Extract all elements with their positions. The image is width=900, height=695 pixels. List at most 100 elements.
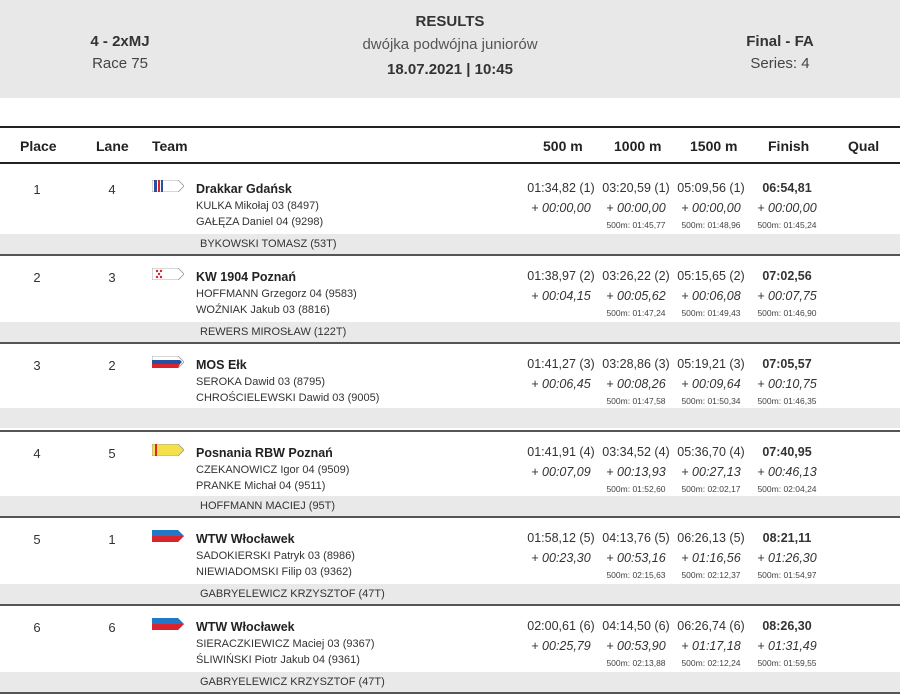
- club-name: MOS Ełk: [196, 358, 247, 372]
- club-name: Drakkar Gdańsk: [196, 182, 292, 196]
- split-pace: 500m: 01:52,60: [606, 484, 666, 494]
- split-time: 01:34,82 (1): [527, 181, 595, 195]
- lane-cell: 3: [108, 270, 116, 285]
- coach-bar: [0, 408, 900, 428]
- split-pace: 500m: 01:46,90: [757, 308, 817, 318]
- place-cell: 5: [33, 532, 41, 547]
- table-row: 5 1 WTW Włocławek SADOKIERSKI Patryk 03 …: [0, 516, 900, 604]
- row-divider: [0, 254, 900, 256]
- col-500m: 500 m: [543, 138, 583, 154]
- split-time: 08:21,11: [762, 531, 812, 545]
- split-1000m: 04:14,50 (6) + 00:53,90 500m: 02:13,88: [599, 616, 673, 670]
- finish-time: 07:05,57 + 00:10,75 500m: 01:46,35: [750, 354, 824, 408]
- split-pace: 500m: 02:12,24: [681, 658, 741, 668]
- finish-time: 08:21,11 + 01:26,30 500m: 01:54,97: [750, 528, 824, 582]
- athlete-name: SIERACZKIEWICZ Maciej 03 (9367): [196, 638, 375, 650]
- split-500m: 02:00,61 (6) + 00:25,79: [524, 616, 598, 656]
- split-delta: + 00:53,90: [606, 639, 666, 653]
- split-time: 06:26,13 (5): [677, 531, 745, 545]
- split-delta: + 00:07,09: [531, 465, 591, 479]
- lane-cell: 5: [108, 446, 116, 461]
- coach-name: BYKOWSKI TOMASZ (53T): [200, 238, 337, 250]
- coach-name: HOFFMANN MACIEJ (95T): [200, 500, 336, 512]
- split-delta: + 01:31,49: [757, 639, 817, 653]
- split-500m: 01:34,82 (1) + 00:00,00: [524, 178, 598, 218]
- club-name: Posnania RBW Poznań: [196, 446, 333, 460]
- split-time: 07:05,57: [762, 357, 812, 371]
- event-name: dwójka podwójna juniorów: [362, 36, 538, 53]
- split-pace: 500m: 01:48,96: [681, 220, 741, 230]
- race-number: Race 75: [92, 55, 148, 72]
- phase-info: Final - FA Series: 4: [690, 32, 870, 76]
- finish-time: 08:26,30 + 01:31,49 500m: 01:59,55: [750, 616, 824, 670]
- split-delta: + 00:27,13: [681, 465, 741, 479]
- split-time: 03:20,59 (1): [602, 181, 670, 195]
- col-qual: Qual: [848, 138, 880, 154]
- split-pace: 500m: 01:47,24: [606, 308, 666, 318]
- split-time: 08:26,30: [762, 619, 812, 633]
- flag-posnania-icon: [152, 444, 184, 456]
- split-delta: + 00:07,75: [757, 289, 817, 303]
- split-delta: + 00:46,13: [757, 465, 817, 479]
- table-row: 4 5 Posnania RBW Poznań CZEKANOWICZ Igor…: [0, 430, 900, 516]
- athlete-name: GAŁĘZA Daniel 04 (9298): [196, 216, 324, 228]
- flag-kw1904-icon: [152, 268, 184, 280]
- split-delta: + 01:17,18: [681, 639, 741, 653]
- split-time: 02:00,61 (6): [527, 619, 595, 633]
- athlete-name: CHROŚCIELEWSKI Dawid 03 (9005): [196, 392, 380, 404]
- row-divider: [0, 604, 900, 606]
- split-1500m: 06:26,74 (6) + 01:17,18 500m: 02:12,24: [674, 616, 748, 670]
- place-cell: 2: [33, 270, 41, 285]
- athlete-name: ŚLIWIŃSKI Piotr Jakub 04 (9361): [196, 654, 360, 666]
- col-1500m: 1500 m: [690, 138, 738, 154]
- flag-mos-elk-icon: [152, 356, 184, 368]
- split-1500m: 05:36,70 (4) + 00:27,13 500m: 02:02,17: [674, 442, 748, 496]
- lane-cell: 6: [108, 620, 116, 635]
- event-code: 4 - 2xMJ: [90, 33, 150, 50]
- split-500m: 01:58,12 (5) + 00:23,30: [524, 528, 598, 568]
- split-500m: 01:41,27 (3) + 00:06,45: [524, 354, 598, 394]
- lane-cell: 2: [108, 358, 116, 373]
- split-delta: + 00:04,15: [531, 289, 591, 303]
- split-time: 05:19,21 (3): [677, 357, 745, 371]
- table-row: 2 3 KW 1904 Poznań HOFFMANN Grzegorz 04 …: [0, 254, 900, 342]
- coach-name: REWERS MIROSŁAW (122T): [200, 326, 347, 338]
- lane-cell: 4: [108, 182, 116, 197]
- split-delta: + 00:53,16: [606, 551, 666, 565]
- athlete-name: HOFFMANN Grzegorz 04 (9583): [196, 288, 357, 300]
- col-team: Team: [152, 138, 188, 154]
- athlete-name: PRANKE Michał 04 (9511): [196, 480, 326, 492]
- split-time: 07:02,56: [762, 269, 812, 283]
- col-finish: Finish: [768, 138, 810, 154]
- athlete-name: WOŹNIAK Jakub 03 (8816): [196, 304, 330, 316]
- split-pace: 500m: 01:45,24: [757, 220, 817, 230]
- split-time: 01:41,91 (4): [527, 445, 595, 459]
- split-1000m: 04:13,76 (5) + 00:53,16 500m: 02:15,63: [599, 528, 673, 582]
- club-name: KW 1904 Poznań: [196, 270, 297, 284]
- results-table-header: Place Lane Team 500 m 1000 m 1500 m Fini…: [0, 126, 900, 164]
- split-delta: + 00:08,26: [606, 377, 666, 391]
- split-time: 05:09,56 (1): [677, 181, 745, 195]
- results-header: 4 - 2xMJ Race 75 RESULTS dwójka podwójna…: [0, 0, 900, 98]
- split-pace: 500m: 01:54,97: [757, 570, 817, 580]
- split-1000m: 03:20,59 (1) + 00:00,00 500m: 01:45,77: [599, 178, 673, 232]
- table-row: 6 6 WTW Włocławek SIERACZKIEWICZ Maciej …: [0, 604, 900, 692]
- split-delta: + 00:23,30: [531, 551, 591, 565]
- place-cell: 4: [33, 446, 41, 461]
- athlete-name: CZEKANOWICZ Igor 04 (9509): [196, 464, 350, 476]
- split-pace: 500m: 02:12,37: [681, 570, 741, 580]
- col-lane: Lane: [96, 138, 129, 154]
- coach-bar: GABRYELEWICZ KRZYSZTOF (47T): [0, 584, 900, 604]
- coach-bar: BYKOWSKI TOMASZ (53T): [0, 234, 900, 254]
- split-delta: + 01:26,30: [757, 551, 817, 565]
- coach-name: GABRYELEWICZ KRZYSZTOF (47T): [200, 676, 385, 688]
- flag-wtw-icon: [152, 618, 184, 630]
- split-time: 03:34,52 (4): [602, 445, 670, 459]
- split-time: 03:28,86 (3): [602, 357, 670, 371]
- split-500m: 01:41,91 (4) + 00:07,09: [524, 442, 598, 482]
- split-delta: + 00:06,08: [681, 289, 741, 303]
- split-1000m: 03:34,52 (4) + 00:13,93 500m: 01:52,60: [599, 442, 673, 496]
- split-pace: 500m: 01:46,35: [757, 396, 817, 406]
- club-name: WTW Włocławek: [196, 532, 295, 546]
- finish-time: 06:54,81 + 00:00,00 500m: 01:45,24: [750, 178, 824, 232]
